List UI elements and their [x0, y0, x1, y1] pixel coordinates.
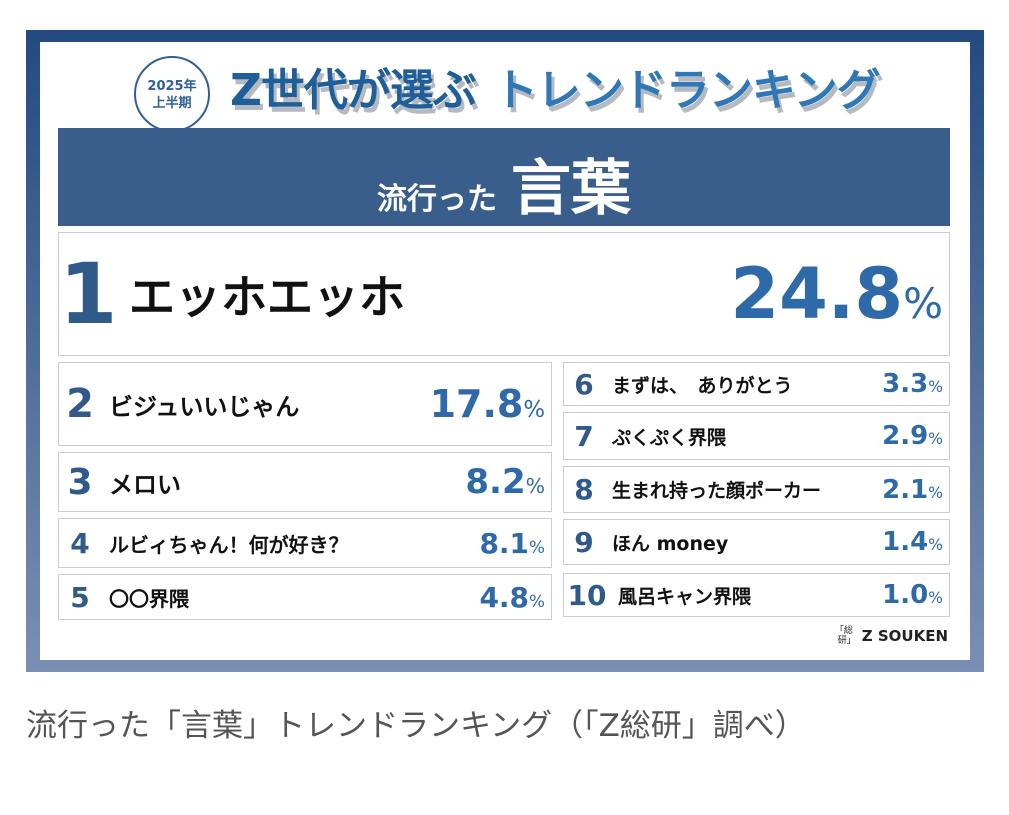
- percent-value: 3.3%: [882, 369, 949, 399]
- percent-sign: %: [928, 589, 943, 607]
- rank-number: 7: [574, 419, 594, 453]
- percent-sign: %: [928, 430, 943, 448]
- percent-value: 8.1%: [479, 527, 551, 560]
- ranking-row-9: 9 ほん money 1.4%: [563, 519, 950, 565]
- percent-sign: %: [928, 536, 943, 554]
- infographic-frame: 2025年上半期 Z世代が選ぶ トレンドランキング 流行った 言葉 1 エッホエッホ 2…: [26, 30, 984, 672]
- title-part2: トレンドランキング: [493, 65, 881, 116]
- ranking-row-8: 8 生まれ持った顔ポーカー 2.1%: [563, 466, 950, 513]
- word-label: メロい: [109, 470, 181, 499]
- rank-number: 8: [574, 473, 594, 506]
- percent-number: 1.0: [882, 580, 929, 610]
- word-label: 生まれ持った顔ポーカー: [612, 480, 822, 502]
- word-label: 〇〇界隈: [109, 586, 189, 611]
- rank-number: 1: [59, 245, 118, 343]
- infographic-panel: 2025年上半期 Z世代が選ぶ トレンドランキング 流行った 言葉 1 エッホエッホ 2…: [40, 42, 970, 660]
- word-label: ルビィちゃん！何が好き？: [109, 532, 349, 557]
- percent-sign: %: [525, 474, 545, 498]
- badge-year: 2025年: [147, 79, 197, 94]
- ranking-row-7: 7 ぷくぷく界隈 2.9%: [563, 412, 950, 460]
- word-label: ビジュいいじゃん: [109, 392, 300, 421]
- ranking-row-2: 2 ビジュいいじゃん 17.8%: [58, 362, 552, 446]
- period-badge: 2025年上半期: [134, 56, 210, 132]
- rank-number: 5: [70, 580, 90, 614]
- ranking-row-6: 6 まずは、 ありがとう 3.3%: [563, 362, 950, 406]
- percent-value: 8.2%: [465, 462, 551, 502]
- percent-sign: %: [928, 483, 943, 502]
- zsouken-logo: 「総 研」 Z SOUKEN: [835, 626, 948, 646]
- percent-number: 24.8: [730, 253, 904, 335]
- percent-value: 2.1%: [882, 475, 949, 505]
- percent-number: 4.8: [479, 580, 530, 614]
- word-label: エッホエッホ: [129, 270, 405, 324]
- infographic-title: Z世代が選ぶ トレンドランキング: [230, 54, 881, 118]
- word-label: ほん money: [612, 532, 729, 555]
- percent-sign: %: [903, 279, 943, 328]
- word-label: ぷくぷく界隈: [612, 426, 727, 449]
- badge-period: 上半期: [152, 96, 192, 111]
- percent-number: 2.1: [882, 474, 929, 505]
- percent-number: 2.9: [882, 421, 929, 451]
- word-label: まずは、 ありがとう: [612, 374, 793, 397]
- percent-value: 4.8%: [479, 581, 551, 614]
- category-band: 流行った 言葉: [58, 128, 950, 226]
- word-label: 風呂キャン界隈: [618, 585, 752, 608]
- percent-sign: %: [529, 536, 545, 557]
- percent-number: 1.4: [882, 527, 929, 557]
- percent-value: 24.8%: [730, 253, 949, 335]
- rank-number: 6: [574, 367, 594, 401]
- ranking-row-3: 3 メロい 8.2%: [58, 452, 552, 512]
- percent-sign: %: [928, 378, 943, 396]
- image-caption: 流行った「言葉」トレンドランキング（「Z総研」調べ）: [26, 708, 806, 744]
- rank-number: 3: [67, 461, 93, 503]
- ranking-row-1: 1 エッホエッホ 24.8%: [58, 232, 950, 356]
- rank-number: 4: [70, 526, 90, 560]
- percent-value: 1.0%: [882, 580, 949, 610]
- percent-value: 2.9%: [882, 421, 949, 451]
- ranking-row-10: 10 風呂キャン界隈 1.0%: [563, 573, 950, 617]
- title-part1: Z世代が選ぶ: [230, 65, 477, 116]
- rank-number: 9: [574, 525, 594, 559]
- percent-value: 17.8%: [430, 382, 551, 426]
- rank-number: 10: [567, 578, 607, 612]
- percent-sign: %: [529, 590, 545, 611]
- percent-number: 8.1: [479, 526, 530, 560]
- percent-number: 3.3: [882, 369, 929, 399]
- percent-number: 8.2: [465, 462, 526, 502]
- logo-kanji: 「総 研」: [834, 626, 856, 646]
- percent-sign: %: [523, 397, 545, 423]
- ranking-row-4: 4 ルビィちゃん！何が好き？ 8.1%: [58, 518, 552, 568]
- category-prefix: 流行った: [377, 182, 497, 217]
- percent-value: 1.4%: [882, 527, 949, 557]
- ranking-row-5: 5 〇〇界隈 4.8%: [58, 574, 552, 620]
- logo-text: Z SOUKEN: [861, 627, 948, 645]
- category-name: 言葉: [511, 154, 631, 224]
- rank-number: 2: [66, 381, 94, 427]
- percent-number: 17.8: [429, 382, 524, 426]
